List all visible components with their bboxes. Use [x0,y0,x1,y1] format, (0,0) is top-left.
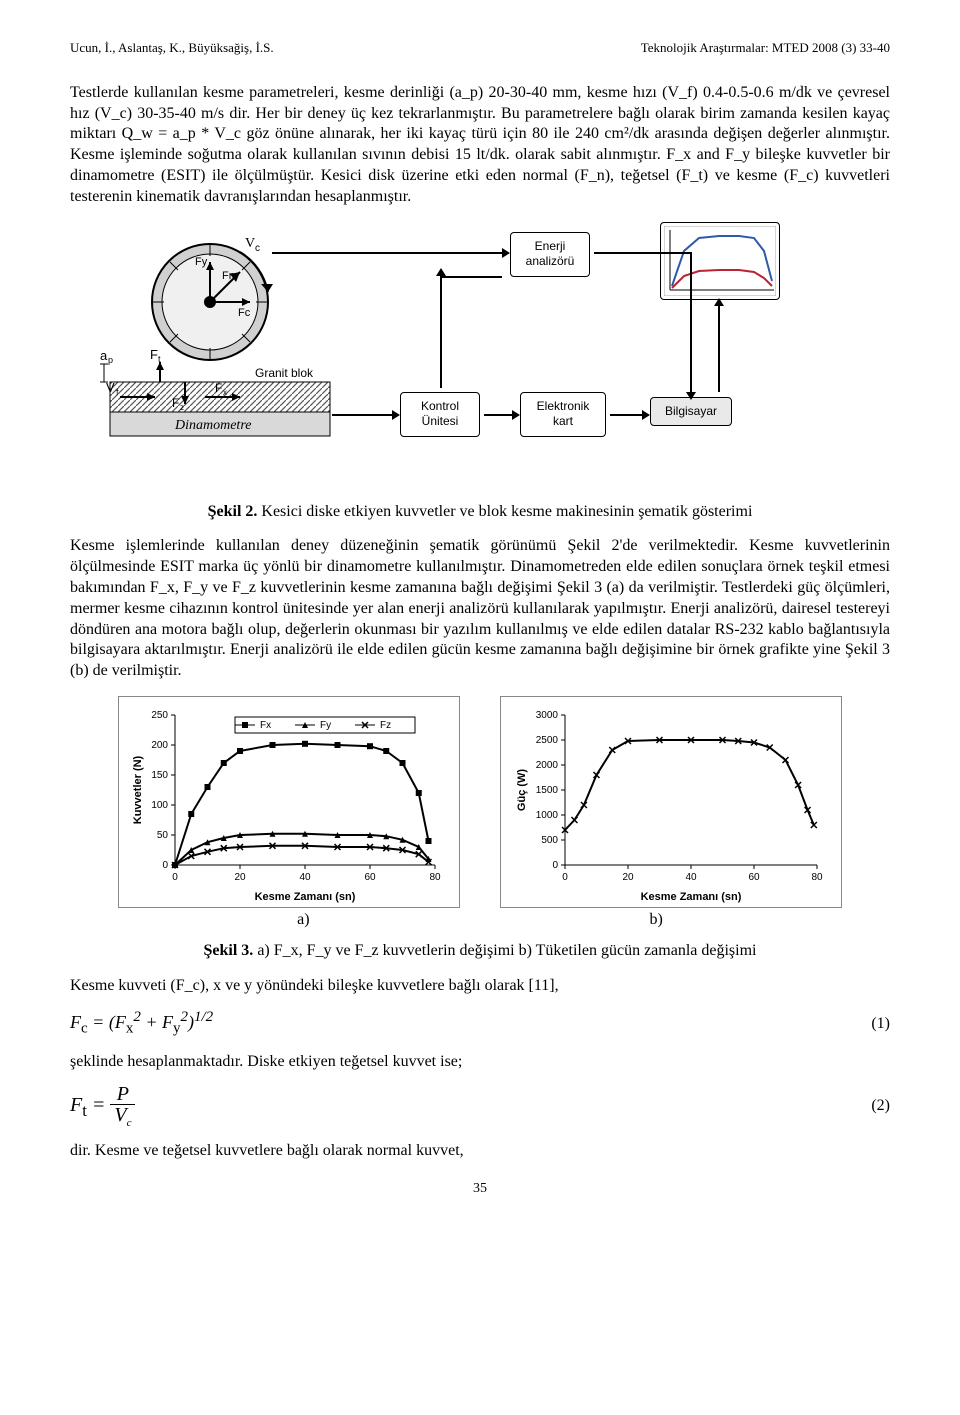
svg-text:Dinamometre: Dinamometre [174,418,251,433]
svg-text:0: 0 [562,872,568,883]
text-after-eq2: dir. Kesme ve teğetsel kuvvetlere bağlı … [70,1141,890,1162]
svg-text:20: 20 [622,872,634,883]
svg-text:z: z [180,403,184,412]
svg-text:80: 80 [811,872,823,883]
svg-text:Fy: Fy [320,720,331,731]
label-b: b) [650,910,663,931]
svg-text:0: 0 [172,872,178,883]
svg-text:a: a [100,348,108,363]
figure-3-ab-labels: a) b) [70,910,890,931]
box-enerji-analizoru: Enerji analizörü [510,232,590,277]
box-mini-chart [660,222,780,300]
equation-2-number: (2) [871,1096,890,1117]
figure-2-label: Şekil 2. [208,503,258,520]
svg-text:20: 20 [234,872,246,883]
paragraph-1: Testlerde kullanılan kesme parametreleri… [70,83,890,208]
svg-text:2500: 2500 [536,735,559,746]
svg-text:Fn: Fn [222,270,235,282]
figure-3-label: Şekil 3. [204,942,254,959]
chart-b-svg: 0 500 1000 1500 2000 2500 3000 0 20 40 60 80 Kesme Z… [511,703,831,903]
svg-text:c: c [255,243,260,254]
svg-text:F: F [172,396,179,410]
figure-2-caption: Şekil 2. Kesici diske etkiyen kuvvetler … [70,502,890,523]
svg-text:F: F [150,347,158,362]
svg-text:3000: 3000 [536,710,559,721]
svg-text:Granit blok: Granit blok [255,366,314,380]
page-number: 35 [70,1180,890,1198]
svg-text:80: 80 [429,872,441,883]
svg-text:200: 200 [151,740,168,751]
header-left: Ucun, İ., Aslantaş, K., Büyüksağiş, İ.S. [70,40,274,57]
figure-2-diagram: Dinamometre Vc Fy Fc Fn ap Ft Vf Fz [100,222,860,492]
svg-text:Fz: Fz [380,720,391,731]
figure-3-caption: Şekil 3. a) F_x, F_y ve F_z kuvvetlerin … [70,941,890,962]
svg-text:50: 50 [157,830,169,841]
box-elektronik-kart: Elektronik kart [520,392,606,437]
label-a: a) [297,910,309,931]
equation-2: Ft = P Vc (2) [70,1084,890,1129]
equation-1: Fc = (Fx2 + Fy2)1/2 (1) [70,1008,890,1039]
paragraph-2: Kesme işlemlerinde kullanılan deney düze… [70,536,890,682]
svg-text:Kesme Zamanı (sn): Kesme Zamanı (sn) [641,891,742,903]
svg-text:40: 40 [685,872,697,883]
svg-text:1500: 1500 [536,785,559,796]
text-after-fig3: Kesme kuvveti (F_c), x ve y yönündeki bi… [70,976,890,997]
box-kontrol-unitesi: Kontrol Ünitesi [400,392,480,437]
svg-text:Fc: Fc [238,307,251,319]
cutting-disc-sketch: Dinamometre Vc Fy Fc Fn ap Ft Vf Fz [100,232,350,442]
svg-text:40: 40 [299,872,311,883]
svg-text:V: V [245,236,255,251]
header-right: Teknolojik Araştırmalar: MTED 2008 (3) 3… [641,40,890,57]
svg-text:Kesme Zamanı (sn): Kesme Zamanı (sn) [255,891,356,903]
svg-text:250: 250 [151,710,168,721]
svg-text:500: 500 [541,835,558,846]
svg-text:2000: 2000 [536,760,559,771]
box-bilgisayar: Bilgisayar [650,397,732,427]
svg-text:Kuvvetler (N): Kuvvetler (N) [132,755,144,824]
svg-text:60: 60 [364,872,376,883]
svg-text:0: 0 [162,860,168,871]
text-after-eq1: şeklinde hesaplanmaktadır. Diske etkiyen… [70,1052,890,1073]
svg-text:150: 150 [151,770,168,781]
svg-text:0: 0 [552,860,558,871]
chart-a-svg: 0 50 100 150 200 250 0 20 40 60 80 Kesme Zamanı (sn… [129,703,449,903]
chart-a-forces: 0 50 100 150 200 250 0 20 40 60 80 Kesme Zamanı (sn… [118,696,460,908]
equation-1-number: (1) [871,1014,890,1035]
svg-text:V: V [106,380,115,395]
svg-text:100: 100 [151,800,168,811]
svg-text:p: p [108,355,113,365]
svg-text:60: 60 [748,872,760,883]
svg-text:Fy: Fy [195,256,208,268]
svg-text:Güç (W): Güç (W) [516,769,528,811]
svg-text:x: x [223,388,227,397]
svg-text:F: F [215,381,222,395]
svg-text:1000: 1000 [536,810,559,821]
svg-text:Fx: Fx [260,720,271,731]
chart-b-power: 0 500 1000 1500 2000 2500 3000 0 20 40 60 80 Kesme Z… [500,696,842,908]
page-header: Ucun, İ., Aslantaş, K., Büyüksağiş, İ.S.… [70,40,890,57]
figure-3-row: 050100150200250020406080Kesme Zamanı (sn… [70,696,890,908]
